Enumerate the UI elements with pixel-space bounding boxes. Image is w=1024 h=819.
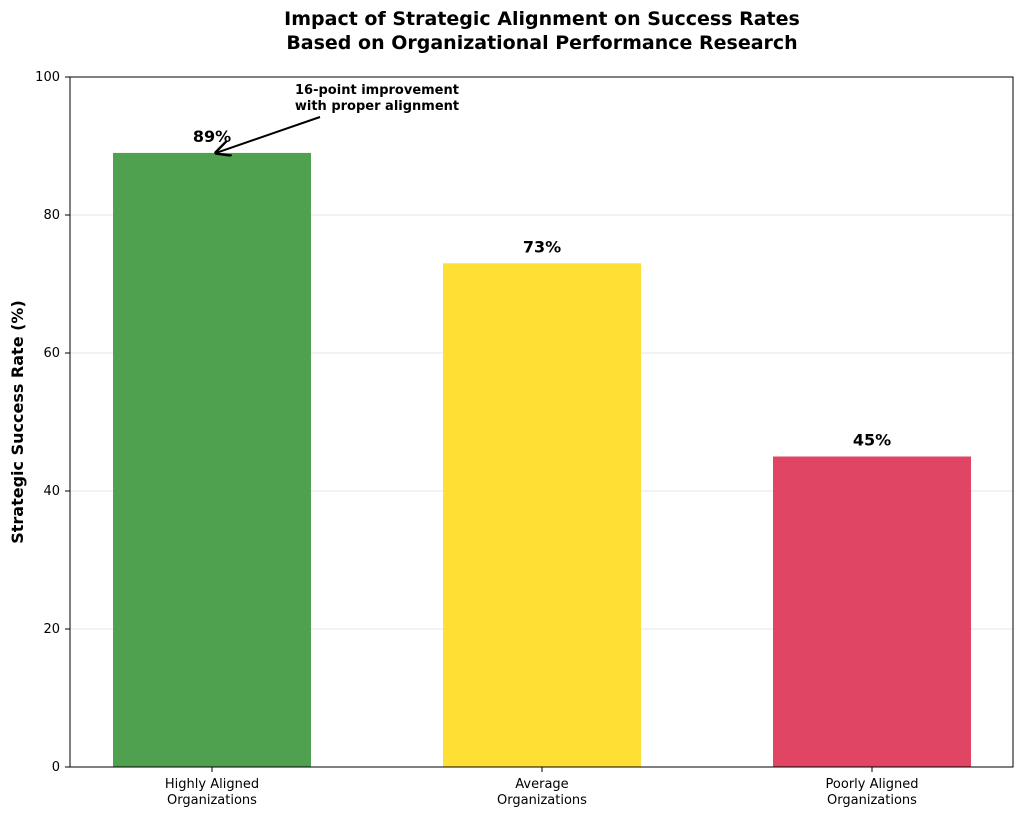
- y-tick-label: 80: [43, 208, 60, 223]
- y-tick-label: 0: [52, 760, 60, 775]
- value-label: 73%: [523, 237, 561, 256]
- y-tick-label: 20: [43, 622, 60, 637]
- value-label: 89%: [193, 126, 231, 145]
- y-tick-label: 60: [43, 346, 60, 361]
- y-tick-label: 40: [43, 484, 60, 499]
- y-tick-label: 100: [35, 70, 60, 85]
- bar: [443, 263, 641, 767]
- annotation-arrow: [216, 116, 321, 153]
- bar: [113, 152, 311, 767]
- value-label: 45%: [853, 430, 891, 449]
- plot-frame: [69, 76, 1014, 768]
- y-axis-label: Strategic Success Rate (%): [8, 300, 27, 544]
- bar: [773, 456, 971, 767]
- annotation: 16-point improvement with proper alignmen…: [295, 83, 459, 114]
- x-tick-label: Average Organizations: [497, 777, 587, 808]
- x-tick-label: Poorly Aligned Organizations: [826, 777, 919, 808]
- x-tick-label: Highly Aligned Organizations: [165, 777, 259, 808]
- chart-title: Impact of Strategic Alignment on Success…: [284, 8, 800, 54]
